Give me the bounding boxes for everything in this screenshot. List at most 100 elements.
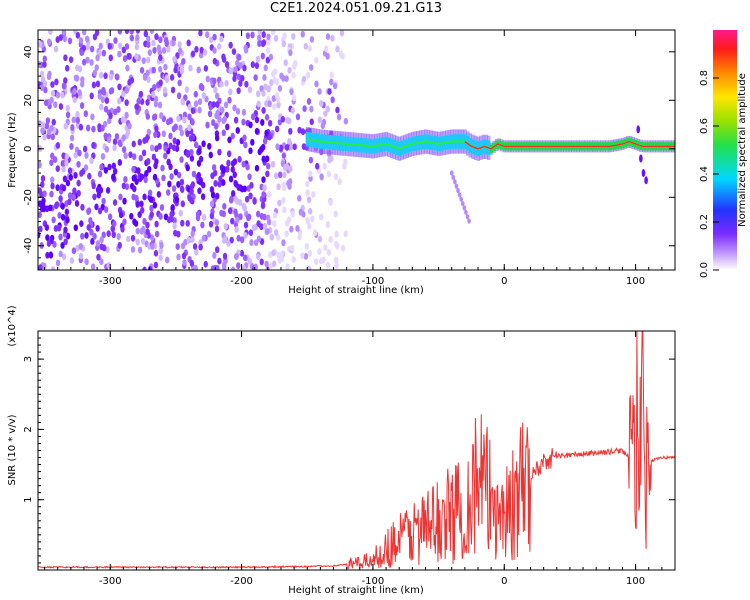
- spectrum-cell: [329, 78, 334, 86]
- spectrum-cell: [71, 193, 76, 201]
- spectrum-cell: [275, 96, 281, 104]
- spectrum-cell: [46, 38, 52, 46]
- spectrum-cell: [38, 161, 42, 169]
- spectrum-cell: [261, 155, 266, 163]
- spectrum-cell: [60, 91, 65, 99]
- spectrum-cell: [336, 113, 342, 121]
- spectrum-cell: [180, 98, 186, 106]
- spectrum-cell: [215, 264, 220, 270]
- spectrum-cell: [124, 99, 129, 107]
- spectrum-cell: [280, 115, 286, 123]
- spectrum-cell: [122, 218, 127, 226]
- spectrum-cell: [230, 132, 235, 140]
- spectrum-cell: [288, 127, 293, 135]
- spectrum-cell: [256, 220, 261, 228]
- spectrum-cell: [131, 165, 136, 173]
- colorbar-label: Normalized spectral amplitude: [737, 73, 748, 227]
- spectrum-cell: [40, 121, 46, 129]
- spectrum-cell: [92, 232, 97, 240]
- bot-ytick-label: 2: [23, 426, 34, 432]
- spectrum-cell: [82, 145, 88, 153]
- spectrum-cell: [305, 71, 311, 79]
- spectrum-cell: [236, 87, 241, 95]
- spectrum-cell: [154, 230, 160, 238]
- colorbar-tick-label: 0.0: [699, 262, 710, 278]
- spectrum-cell: [307, 207, 313, 215]
- spectrum-cell: [287, 66, 292, 74]
- spectrum-cell: [111, 174, 116, 181]
- spectrum-cell: [114, 133, 120, 140]
- spectrum-cell: [100, 124, 105, 132]
- spectrum-cell: [215, 101, 220, 108]
- spectrum-cell: [251, 224, 257, 232]
- spectrum-cell: [249, 239, 254, 246]
- spectrum-cell: [271, 249, 276, 257]
- spectrum-cell: [272, 220, 277, 228]
- spectrum-cell: [314, 56, 319, 64]
- spectrum-cell: [165, 118, 171, 126]
- spectrum-cell: [290, 107, 295, 114]
- spectrum-cell: [135, 238, 140, 246]
- spectrum-cell: [176, 253, 181, 261]
- spectrum-cell: [38, 264, 43, 270]
- spectrum-cell: [232, 104, 237, 112]
- spectrum-cell: [142, 137, 147, 145]
- spectrum-cell: [215, 109, 220, 117]
- spectrum-cell: [266, 33, 271, 41]
- spectrum-cell: [322, 162, 327, 170]
- spectrum-cell: [121, 90, 126, 98]
- spectrum-cell: [124, 30, 130, 35]
- spectrum-cell: [183, 94, 188, 102]
- spectrum-cell: [137, 246, 143, 254]
- spectrum-cell: [260, 201, 266, 209]
- spectrum-cell: [125, 64, 130, 72]
- spectrum-cell: [340, 244, 346, 252]
- spectrum-cell: [329, 71, 334, 79]
- spectrum-cell: [320, 122, 326, 130]
- ridge-spike: [641, 169, 646, 178]
- spectrum-cell: [164, 40, 169, 48]
- spectrum-cell: [206, 230, 212, 238]
- spectrum-cell: [220, 106, 225, 114]
- spectrum-cell: [89, 45, 95, 53]
- spectrum-cell: [230, 266, 236, 270]
- spectrum-cell: [45, 234, 50, 242]
- spectrum-cell: [325, 52, 330, 60]
- spectrum-cell: [289, 88, 294, 96]
- spectrum-cell: [92, 193, 97, 201]
- spectrum-cell: [230, 166, 235, 173]
- spectrum-cell: [248, 229, 254, 237]
- spectrum-cell: [223, 223, 229, 230]
- spectrum-cell: [60, 242, 65, 249]
- spectrum-cell: [131, 140, 136, 148]
- spectrum-cell: [223, 101, 229, 109]
- spectrum-cell: [260, 40, 266, 48]
- top-xtick-label: 0: [501, 276, 507, 287]
- spectrum-cell: [232, 171, 237, 179]
- spectrum-cell: [153, 131, 158, 139]
- spectrum-cell: [49, 176, 55, 184]
- spectrum-cell: [307, 222, 312, 230]
- spectrum-cell: [42, 55, 47, 63]
- spectrum-cell: [230, 160, 236, 167]
- spectrum-cell: [241, 160, 246, 168]
- spectrum-cell: [300, 128, 306, 136]
- spectrum-cell: [79, 220, 84, 228]
- spectrum-cell: [262, 184, 267, 192]
- spectrum-cell: [239, 185, 245, 193]
- spectrum-cell: [107, 163, 112, 171]
- spectrum-cell: [335, 45, 340, 53]
- spectrum-cell: [253, 263, 258, 270]
- spectrum-cell: [235, 216, 240, 224]
- spectrum-cell: [76, 179, 81, 187]
- spectrum-cell: [95, 240, 101, 247]
- spectrum-cell: [53, 45, 59, 53]
- spectrum-cell: [261, 31, 266, 38]
- spectrum-cell: [40, 175, 46, 182]
- spectrum-cell: [250, 138, 255, 146]
- spectrum-cell: [265, 56, 271, 64]
- spectrum-cell: [71, 247, 77, 255]
- spectrum-cell: [267, 191, 272, 198]
- spectrum-cell: [97, 92, 102, 100]
- spectrum-cell: [171, 39, 176, 47]
